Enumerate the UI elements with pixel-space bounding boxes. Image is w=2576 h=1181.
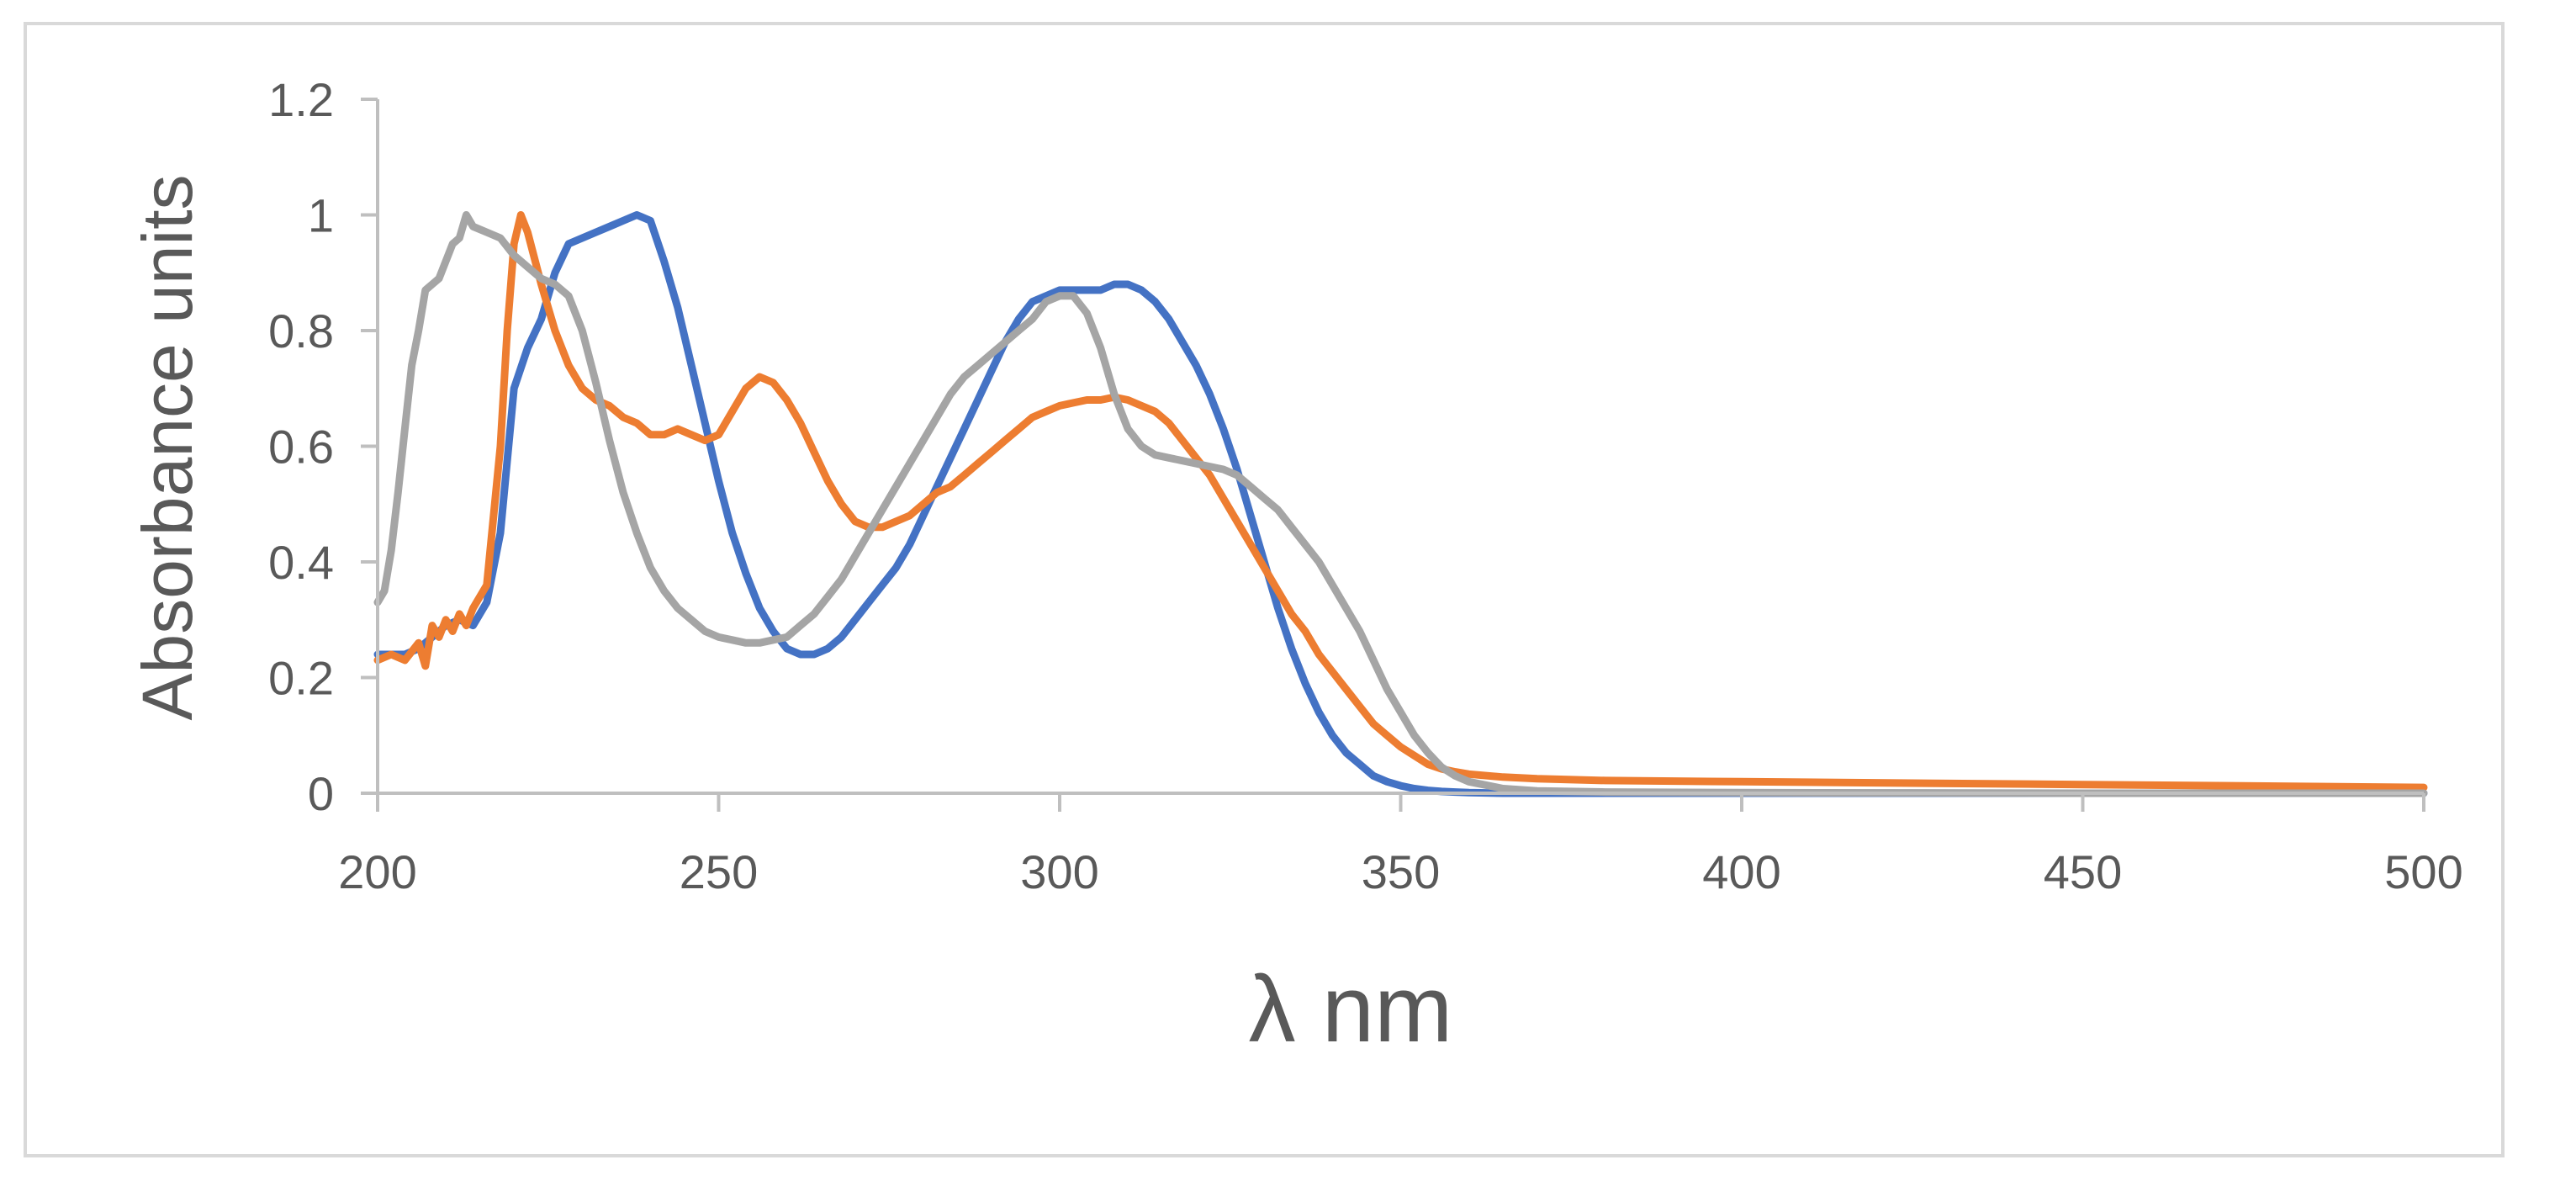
x-tick-label: 400	[1702, 845, 1780, 898]
y-tick-label: 1.2	[268, 73, 334, 126]
plot-lines	[373, 211, 2428, 797]
y-tick-label: 0	[308, 767, 334, 820]
chart-frame	[24, 22, 2505, 1157]
series-line-blue	[373, 211, 2428, 797]
x-tick-label: 500	[2384, 845, 2462, 898]
y-tick-labels: 0 0.2 0.4 0.6 0.8 1 1.2	[268, 73, 334, 820]
x-tick-label: 300	[1020, 845, 1098, 898]
x-tick-label: 350	[1362, 845, 1440, 898]
y-tick-label: 1	[308, 189, 334, 242]
axes	[361, 98, 2425, 812]
y-tick-label: 0.6	[268, 421, 334, 474]
y-tick-label: 0.8	[268, 305, 334, 357]
series-line-orange	[373, 211, 2428, 792]
x-axis-title: λ nm	[1249, 956, 1453, 1062]
x-tick-label: 450	[2044, 845, 2122, 898]
x-tick-label: 200	[338, 845, 416, 898]
y-tick-label: 0.4	[268, 536, 334, 589]
series-line-gray	[373, 211, 2428, 797]
x-tick-labels: 200 250 300 350 400 450 500	[338, 845, 2462, 898]
y-tick-label: 0.2	[268, 652, 334, 705]
y-axis-title: Absorbance units	[128, 174, 207, 720]
x-tick-label: 250	[680, 845, 758, 898]
